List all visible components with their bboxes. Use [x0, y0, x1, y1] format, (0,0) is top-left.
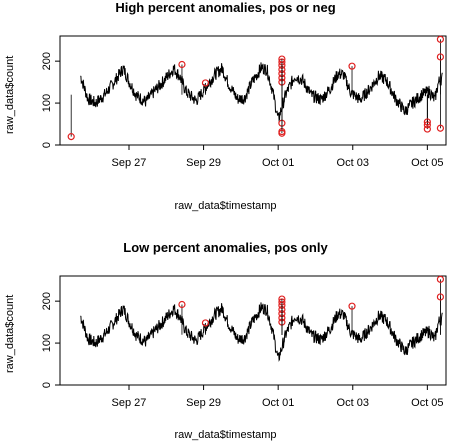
anomaly-point: [348, 62, 356, 70]
series-line: [80, 62, 443, 122]
anomaly-point: [436, 275, 445, 283]
anomaly-point: [201, 79, 210, 87]
y-tick-label: 0: [41, 142, 53, 148]
y-tick-label: 0: [41, 382, 53, 388]
x-tick-label: Oct 05: [411, 157, 443, 169]
chart-panel-high: High percent anomalies, pos or neg raw_d…: [4, 0, 447, 212]
anomaly-point: [201, 319, 210, 327]
y-tick-label: 100: [41, 94, 53, 112]
chart-title: Low percent anomalies, pos only: [123, 240, 328, 255]
anomaly-point: [348, 302, 356, 310]
plot-frame: [59, 275, 447, 386]
anomaly-point: [67, 133, 75, 141]
anomaly-point: [278, 295, 286, 303]
x-tick-label: Oct 05: [411, 397, 443, 409]
chart-plot-low: 0 100 200 Sep 27 Sep 29 Oct 01 Oct 03 Oct 05: [41, 275, 447, 409]
x-axis-label: raw_data$timestamp: [174, 429, 277, 441]
series-line: [80, 302, 443, 362]
anomaly-point: [423, 118, 431, 126]
y-tick-label: 200: [41, 292, 53, 310]
chart-panel-low: Low percent anomalies, pos only raw_data…: [0, 221, 451, 442]
anomaly-point: [436, 53, 445, 61]
plot-frame: [59, 35, 447, 146]
x-tick-label: Sep 27: [112, 157, 147, 169]
anomaly-point: [178, 300, 186, 309]
chart-plot-high: 0 100 200 Sep 27 Sep 29 Oct 01 Oct 03 Oct 05: [41, 35, 447, 169]
x-tick-label: Oct 03: [337, 157, 369, 169]
anomaly-point: [178, 60, 186, 69]
chart-title: High percent anomalies, pos or neg: [115, 0, 336, 15]
anomaly-point: [436, 124, 445, 132]
anomaly-point: [436, 35, 445, 43]
x-tick-label: Oct 01: [262, 157, 294, 169]
x-tick-label: Sep 29: [186, 157, 221, 169]
x-tick-label: Sep 27: [112, 397, 147, 409]
x-axis-label: raw_data$timestamp: [174, 200, 277, 212]
x-tick-label: Oct 03: [337, 397, 369, 409]
y-tick-label: 100: [41, 334, 53, 352]
anomaly-point: [423, 125, 431, 133]
anomaly-point: [278, 129, 286, 137]
anomaly-point: [278, 55, 286, 63]
x-tick-label: Sep 29: [186, 397, 221, 409]
anomaly-point: [436, 293, 445, 301]
x-tick-label: Oct 01: [262, 397, 294, 409]
y-tick-label: 200: [41, 52, 53, 70]
